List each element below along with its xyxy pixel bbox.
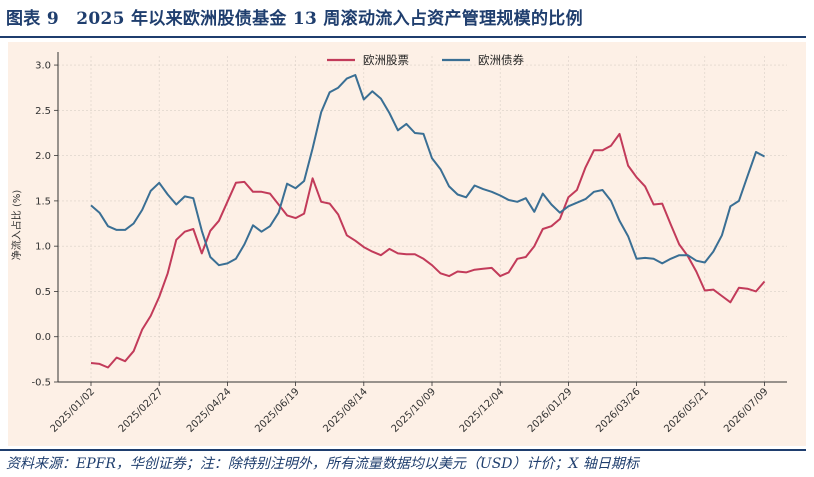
y-tick-label: 0.5 xyxy=(35,287,51,298)
y-tick-label: 1.5 xyxy=(35,196,51,207)
footer-rule xyxy=(0,449,806,451)
y-tick-label: 3.0 xyxy=(35,61,51,72)
y-axis-label: 净流入占比 (%) xyxy=(10,190,23,261)
y-tick-label: 2.5 xyxy=(35,106,51,117)
figure-title: 图表 9 2025 年以来欧洲股债基金 13 周滚动流入占资产管理规模的比例 xyxy=(6,9,583,29)
legend-label: 欧洲债券 xyxy=(478,53,524,67)
y-tick-label: 2.0 xyxy=(35,151,51,162)
title-bar: 图表 9 2025 年以来欧洲股债基金 13 周滚动流入占资产管理规模的比例 xyxy=(0,0,814,34)
y-tick-label: -0.5 xyxy=(31,378,51,389)
legend-label: 欧洲股票 xyxy=(363,53,409,67)
chart-background xyxy=(8,42,806,446)
series-line-bond xyxy=(90,74,765,267)
series-layer xyxy=(90,74,766,369)
series-line-equity xyxy=(90,132,766,369)
title-rule xyxy=(0,36,806,38)
legend: 欧洲股票 欧洲债券 xyxy=(327,53,524,67)
source-note: 资料来源：EPFR，华创证券；注：除特别注明外，所有流量数据均以美元（USD）计… xyxy=(6,456,639,472)
y-tick-label: 0.0 xyxy=(35,332,51,343)
y-tick-label: 1.0 xyxy=(35,242,51,253)
